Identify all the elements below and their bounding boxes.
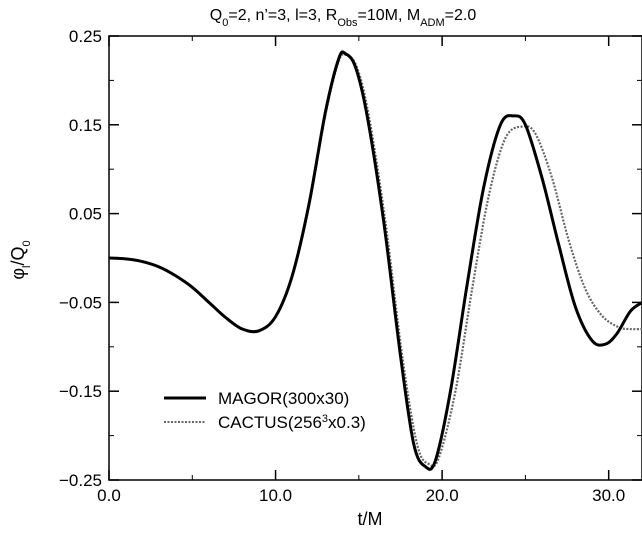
series-layer (109, 50, 642, 471)
legend-label-cactus: CACTUS(2563x0.3) (218, 413, 366, 432)
y-tick-label: −0.25 (59, 471, 102, 490)
series-line-magor (109, 50, 642, 471)
y-tick-label: 0.25 (69, 27, 102, 46)
y-tick-label: 0.05 (69, 205, 102, 224)
x-axis-label: t/M (358, 509, 383, 529)
legend: MAGOR(300x30) CACTUS(2563x0.3) (164, 389, 366, 432)
y-axis: 0.25 0.15 0.05 −0.05 −0.15 −0.25 (59, 27, 642, 490)
y-tick-label: 0.15 (69, 116, 102, 135)
x-tick-label: 20.0 (426, 486, 459, 505)
x-axis: 0.0 10.0 20.0 30.0 (97, 36, 625, 505)
x-tick-label: 0.0 (97, 486, 121, 505)
y-tick-label: −0.05 (59, 293, 102, 312)
y-axis-label: φl/Q0 (8, 240, 33, 279)
y-tick-label: −0.15 (59, 382, 102, 401)
x-tick-label: 30.0 (592, 486, 625, 505)
x-tick-label: 10.0 (259, 486, 292, 505)
legend-label-magor: MAGOR(300x30) (218, 389, 349, 408)
chart-title: Q0=2, n’=3, l=3, RObs=10M, MADM=2.0 (210, 7, 477, 29)
